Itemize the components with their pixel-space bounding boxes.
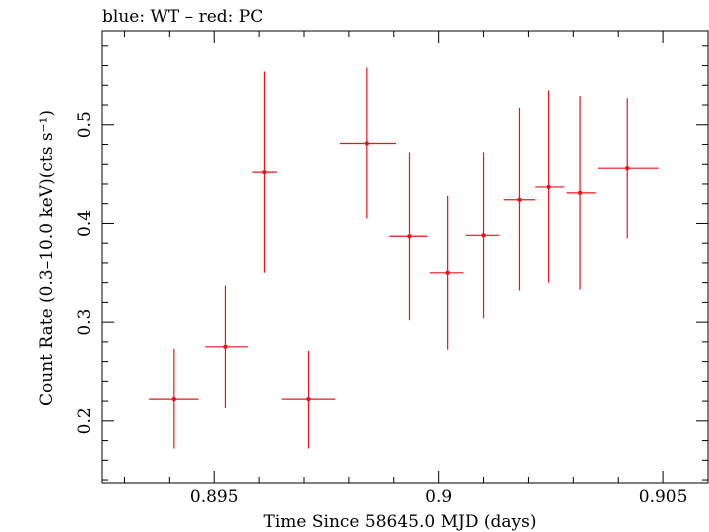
data-point — [429, 195, 464, 350]
data-points — [149, 67, 659, 449]
y-major-ticks: 0.2 0.3 0.4 0.5 — [75, 111, 708, 434]
x-tick-label: 0.905 — [639, 487, 688, 507]
point-marker — [171, 396, 177, 402]
chart-title: blue: WT – red: PC — [102, 7, 263, 27]
point-marker — [546, 184, 551, 190]
plot-frame — [101, 30, 709, 484]
x-minor-ticks — [123, 31, 709, 483]
point-marker — [306, 396, 311, 402]
data-point — [149, 348, 199, 449]
data-point — [389, 152, 428, 321]
data-point — [566, 96, 596, 290]
point-marker — [577, 190, 583, 196]
x-major-ticks: 0.895 0.9 0.905 — [190, 31, 688, 507]
data-point — [535, 90, 565, 283]
data-point — [252, 71, 278, 273]
point-marker — [364, 141, 370, 146]
y-minor-ticks — [102, 45, 708, 481]
y-tick-label: 0.4 — [75, 210, 95, 237]
data-point — [205, 285, 248, 408]
point-marker — [625, 165, 630, 171]
data-point — [465, 152, 500, 319]
data-point — [281, 350, 336, 449]
data-point — [598, 98, 659, 239]
point-marker — [481, 233, 486, 238]
x-axis-label: Time Since 58645.0 MJD (days) — [264, 512, 537, 532]
data-point — [503, 107, 536, 291]
point-marker — [407, 234, 412, 239]
point-marker — [517, 197, 522, 202]
y-tick-label: 0.5 — [75, 111, 95, 138]
x-tick-label: 0.895 — [190, 487, 239, 507]
y-axis-label: Count Rate (0.3–10.0 keV)(cts s⁻¹) — [37, 110, 57, 406]
point-marker — [223, 344, 228, 350]
data-point — [339, 67, 397, 219]
x-tick-label: 0.9 — [425, 487, 452, 507]
point-marker — [445, 270, 450, 275]
y-tick-label: 0.2 — [75, 407, 95, 434]
point-marker — [262, 169, 267, 175]
y-tick-label: 0.3 — [75, 309, 95, 336]
